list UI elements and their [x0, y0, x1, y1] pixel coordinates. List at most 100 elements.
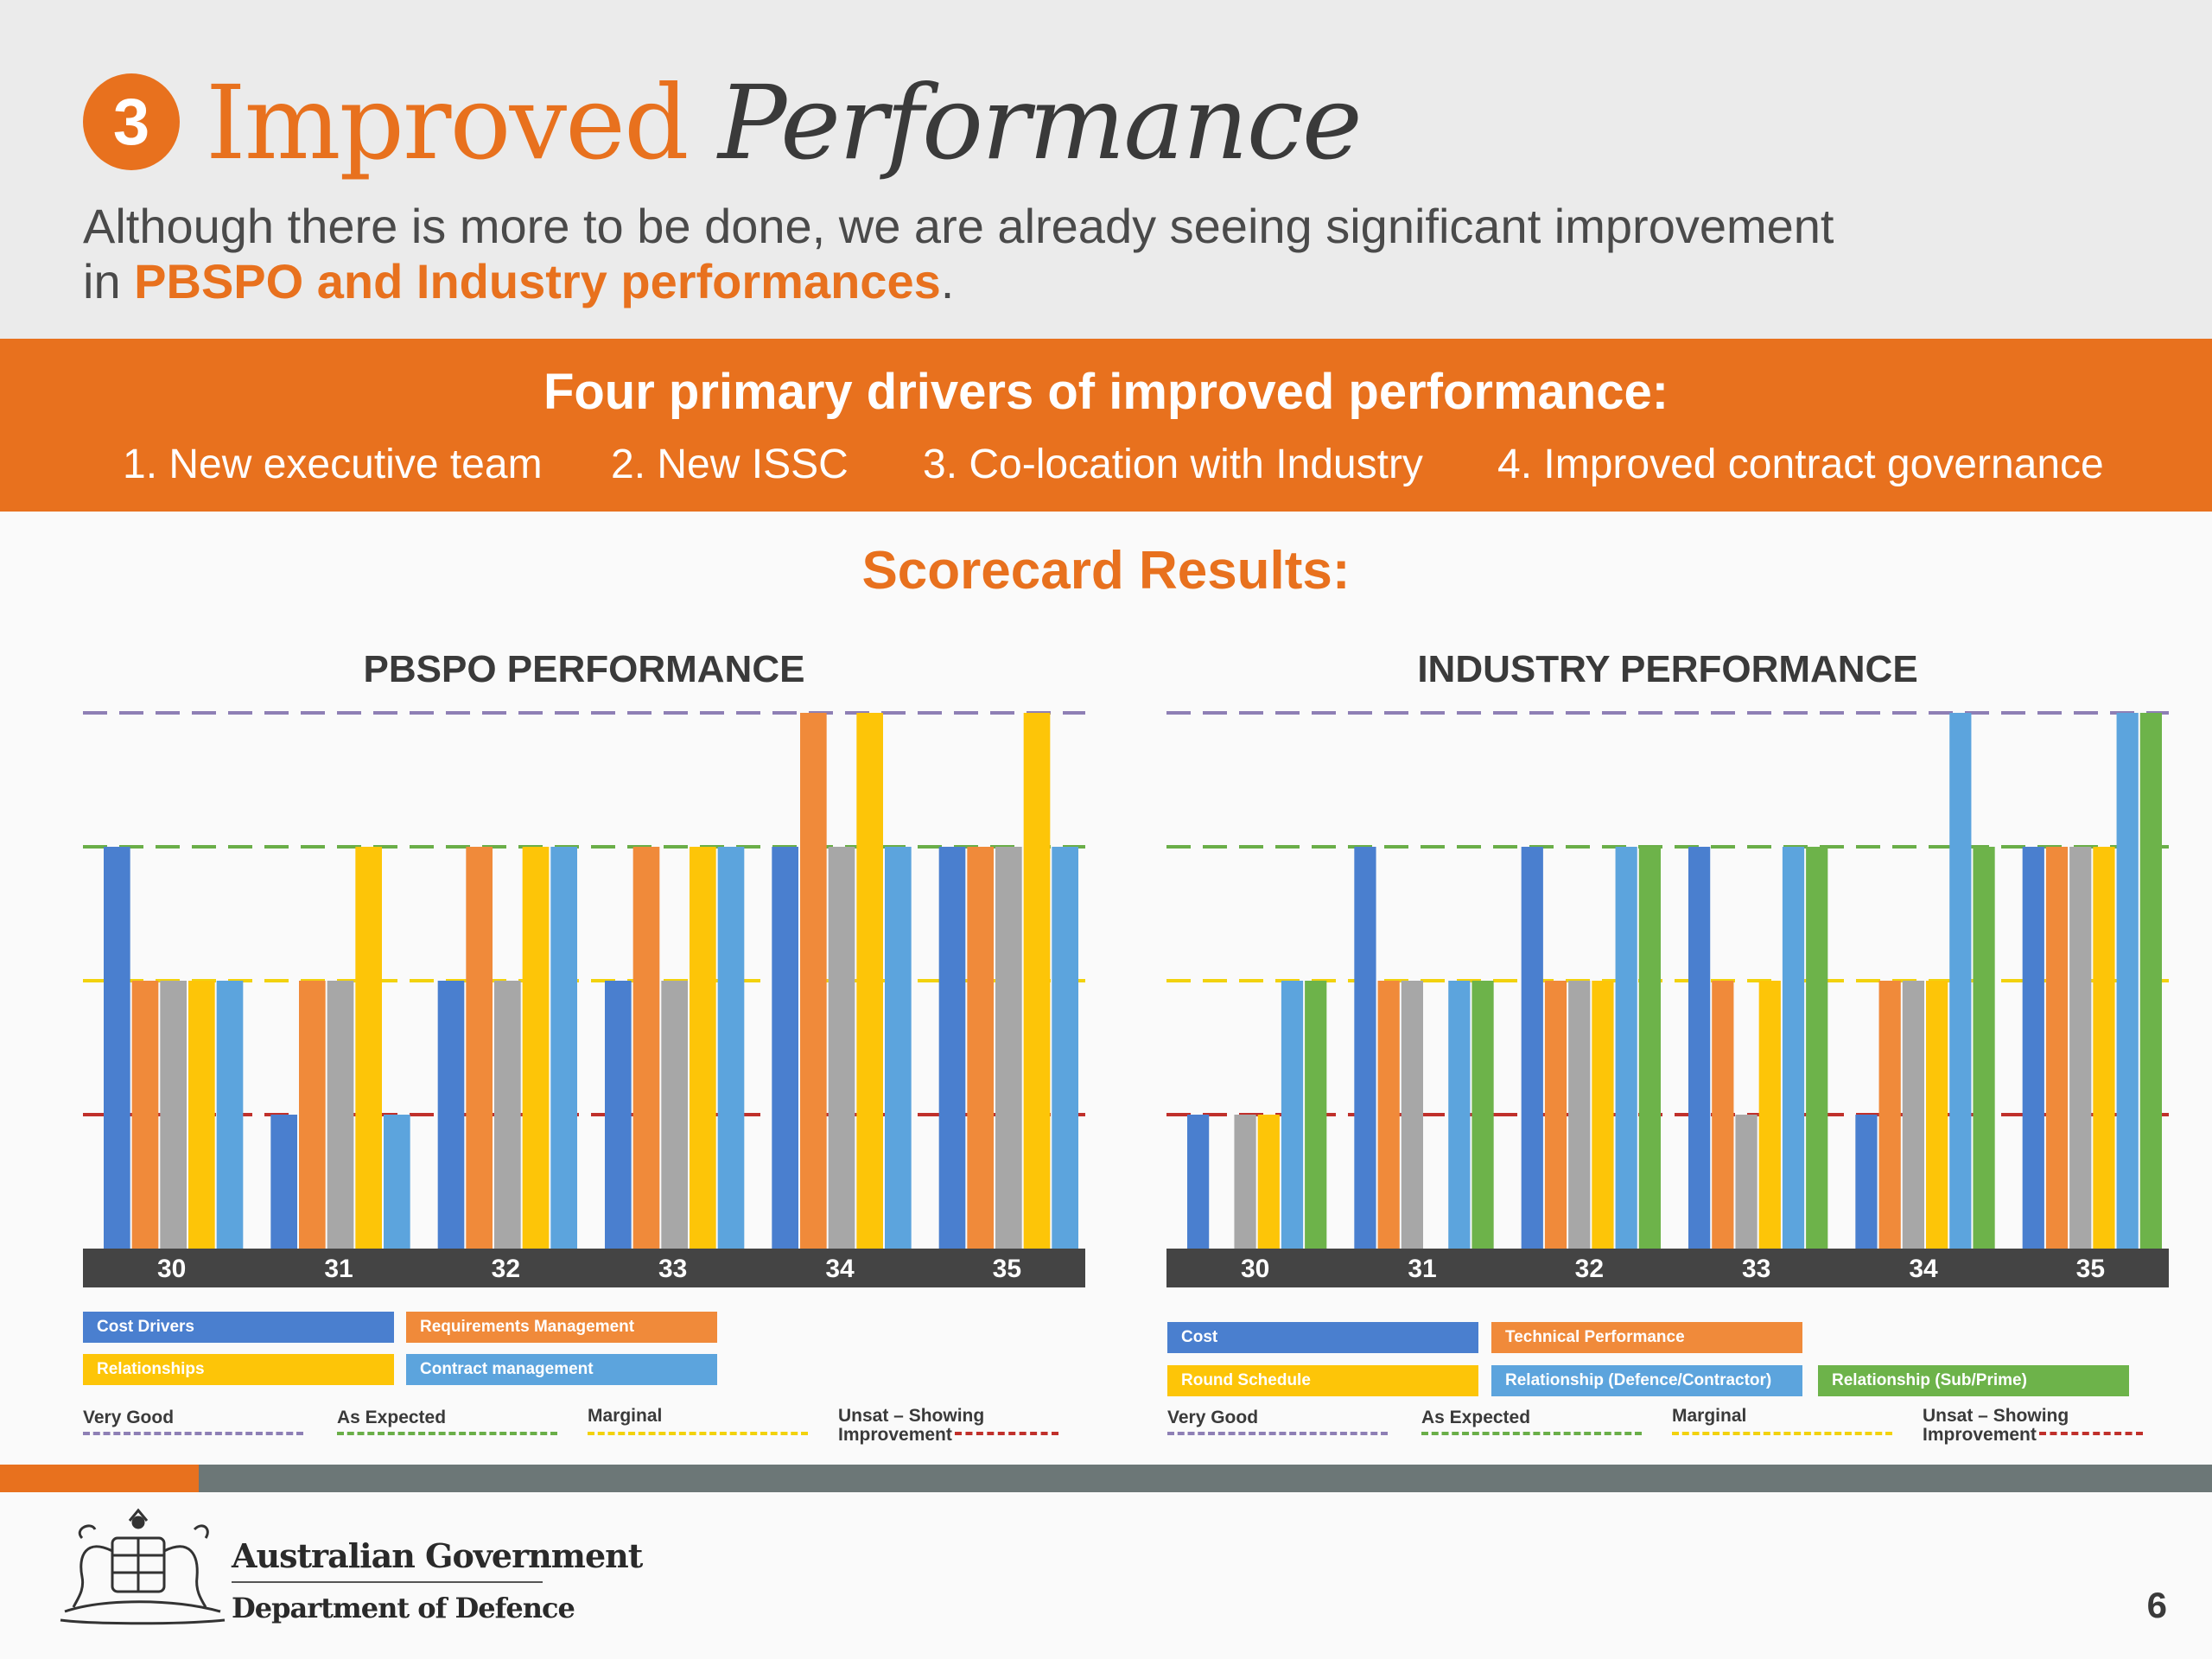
bar-0-5-0 [938, 847, 966, 1249]
bar-1-0-4 [1281, 981, 1304, 1249]
bar-0-5-3 [1023, 713, 1051, 1249]
bar-1-5-4 [2116, 713, 2139, 1249]
tick-label-0-4: 34 [825, 1255, 855, 1283]
bar-0-1-0 [270, 1115, 297, 1249]
ref-label-marginal-2: Marginal [1672, 1406, 1747, 1426]
bar-0-2-3 [522, 847, 550, 1249]
bar-0-4-1 [800, 713, 827, 1249]
ref-swatch-as-expected [337, 1432, 557, 1435]
bar-0-4-2 [828, 847, 855, 1249]
bar-1-5-1 [2045, 847, 2069, 1249]
bar-1-2-1 [1544, 981, 1567, 1249]
tick-label-0-5: 35 [993, 1255, 1021, 1283]
bar-0-2-1 [466, 847, 493, 1249]
legend-cost-drivers: Cost Drivers [83, 1312, 394, 1343]
bar-1-3-4 [1782, 847, 1805, 1249]
bar-1-0-3 [1257, 1115, 1280, 1249]
legend-relationship-sub-prime: Relationship (Sub/Prime) [1818, 1365, 2129, 1396]
industry-chart: 30 31 32 33 34 35 [1166, 711, 2169, 1287]
bar-0-4-0 [772, 847, 798, 1249]
ref-swatch-marginal [588, 1432, 808, 1435]
bar-1-2-4 [1615, 847, 1637, 1249]
subtitle: Although there is more to be done, we ar… [83, 199, 2070, 309]
ref-swatch-very-good [83, 1432, 303, 1435]
legend-contract-management: Contract management [406, 1354, 717, 1385]
bar-1-2-3 [1592, 981, 1614, 1249]
footer-bar-accent [0, 1465, 199, 1492]
tick-label-1-2: 32 [1575, 1255, 1604, 1283]
bar-1-3-0 [1688, 847, 1711, 1249]
bar-0-4-3 [856, 713, 883, 1249]
bar-0-3-3 [690, 847, 716, 1249]
bar-0-2-2 [494, 981, 521, 1249]
bar-0-2-0 [437, 981, 465, 1249]
driver-3: 3. Co-location with Industry [923, 442, 1423, 487]
bar-1-2-2 [1568, 981, 1591, 1249]
bar-1-2-0 [1521, 847, 1543, 1249]
tick-label-0-2: 32 [492, 1255, 520, 1283]
bar-0-3-1 [632, 847, 660, 1249]
x-axis-band-1 [1166, 1249, 2169, 1287]
bar-1-5-3 [2093, 847, 2115, 1249]
bar-0-2-4 [550, 847, 577, 1249]
bar-1-4-4 [1949, 713, 1972, 1249]
bar-1-1-1 [1377, 981, 1400, 1249]
bar-1-4-3 [1926, 981, 1948, 1249]
tick-label-1-5: 35 [2076, 1255, 2105, 1283]
bar-1-4-1 [1878, 981, 1901, 1249]
tick-label-1-0: 30 [1241, 1255, 1269, 1283]
footer-bar [199, 1465, 2212, 1492]
bar-0-1-4 [384, 1115, 410, 1249]
bar-0-3-4 [717, 847, 745, 1249]
bar-0-4-4 [885, 847, 912, 1249]
gov-divider [232, 1581, 543, 1583]
ref-label-unsat: Unsat – Showing Improvement [838, 1406, 985, 1445]
ref-swatch-very-good-2 [1167, 1432, 1388, 1435]
subtitle-text-3: . [940, 254, 955, 308]
header-panel: 3 Improved Performance Although there is… [0, 0, 2212, 339]
subtitle-highlight: PBSPO and Industry performances [134, 254, 941, 308]
ref-label-as-expected-2: As Expected [1421, 1408, 1531, 1427]
title-part-2: Performance [718, 63, 1363, 182]
tick-label-0-1: 31 [324, 1255, 353, 1283]
legend-requirements-management: Requirements Management [406, 1312, 717, 1343]
tick-label-0-3: 33 [658, 1255, 687, 1283]
ref-label-marginal: Marginal [588, 1406, 663, 1426]
bar-1-1-0 [1354, 847, 1376, 1249]
ref-swatch-as-expected-2 [1421, 1432, 1642, 1435]
tick-label-1-3: 33 [1742, 1255, 1770, 1283]
coat-of-arms-icon [60, 1508, 226, 1625]
subtitle-text-1: Although there is more to be done, we ar… [83, 199, 1834, 253]
bar-1-3-1 [1712, 981, 1734, 1249]
legend-cost: Cost [1167, 1322, 1478, 1353]
bar-0-0-4 [216, 981, 244, 1249]
driver-2: 2. New ISSC [611, 442, 849, 487]
bar-1-3-2 [1735, 1115, 1758, 1249]
ref-swatch-unsat [955, 1432, 1058, 1435]
bar-0-0-3 [188, 981, 215, 1249]
legend-round-schedule: Round Schedule [1167, 1365, 1478, 1396]
bar-1-4-2 [1902, 981, 1924, 1249]
legend-technical-performance: Technical Performance [1491, 1322, 1802, 1353]
driver-4: 4. Improved contract governance [1497, 442, 2104, 487]
x-axis-band-0 [83, 1249, 1085, 1287]
tick-label-0-0: 30 [157, 1255, 186, 1283]
bar-0-5-1 [967, 847, 994, 1249]
ref-label-very-good-2: Very Good [1167, 1408, 1259, 1427]
bar-1-5-0 [2022, 847, 2044, 1249]
drivers-band: Four primary drivers of improved perform… [0, 339, 2212, 512]
title-part-1: Improved [206, 63, 690, 182]
bar-1-4-5 [1973, 847, 1995, 1249]
bar-1-1-2 [1401, 981, 1423, 1249]
bar-1-2-5 [1638, 847, 1661, 1249]
ref-swatch-marginal-2 [1672, 1432, 1892, 1435]
chart-title-industry: INDUSTRY PERFORMANCE [1417, 648, 1918, 690]
page-title: Improved Performance [206, 67, 1363, 180]
bar-0-0-0 [104, 847, 130, 1249]
drivers-title: Four primary drivers of improved perform… [543, 364, 1669, 420]
bar-0-1-3 [355, 847, 382, 1249]
legend-relationships: Relationships [83, 1354, 394, 1385]
scorecard-title: Scorecard Results: [861, 541, 1351, 601]
legend-relationship-defence-contractor: Relationship (Defence/Contractor) [1491, 1365, 1802, 1396]
